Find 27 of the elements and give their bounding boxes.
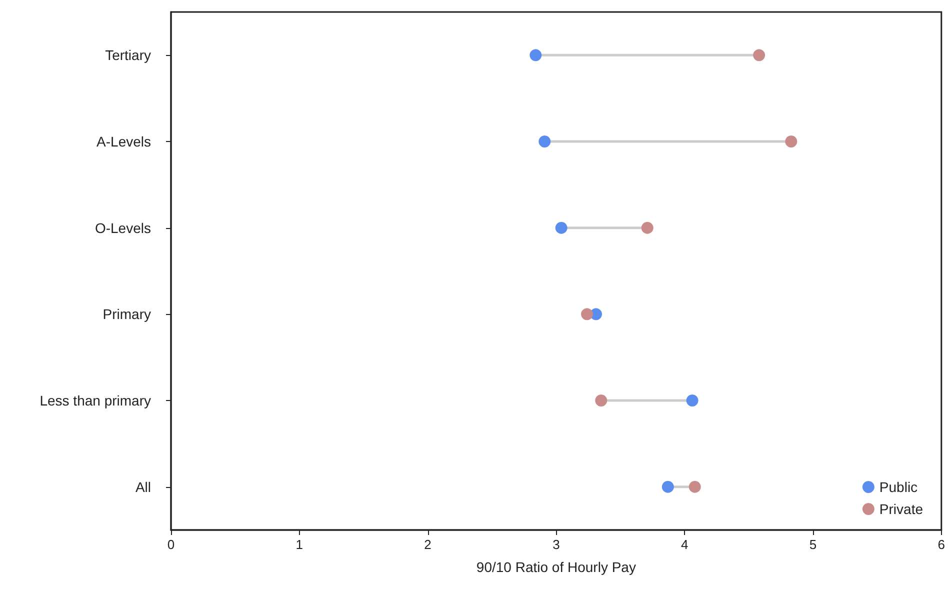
y-tick-label: Primary	[102, 306, 151, 322]
point	[581, 308, 594, 320]
y-tick-label: O-Levels	[94, 220, 151, 236]
legend-label: Private	[879, 501, 924, 517]
y-tick-label: All	[135, 478, 151, 495]
x-tick-label: 6	[938, 537, 945, 552]
point	[686, 394, 698, 406]
point	[753, 49, 766, 62]
x-tick-label: 4	[680, 537, 688, 552]
x-axis-title: 90/10 Ratio of Hourly Pay	[476, 559, 636, 575]
point	[785, 136, 798, 148]
x-tick-label: 1	[296, 537, 304, 552]
point	[688, 480, 701, 493]
y-tick-label: Tertiary	[105, 47, 151, 64]
y-tick-label: Less than primary	[40, 392, 151, 408]
point	[595, 394, 608, 406]
point	[641, 222, 654, 234]
x-tick-label: 3	[552, 537, 560, 552]
point	[530, 49, 542, 62]
x-tick-label: 0	[167, 537, 175, 552]
legend-label: Public	[879, 479, 918, 495]
x-tick-label: 2	[424, 537, 432, 552]
y-tick-label: A-Levels	[96, 134, 151, 150]
point	[555, 222, 568, 234]
point	[662, 480, 674, 493]
x-tick-label: 5	[809, 537, 817, 552]
point	[538, 136, 551, 148]
